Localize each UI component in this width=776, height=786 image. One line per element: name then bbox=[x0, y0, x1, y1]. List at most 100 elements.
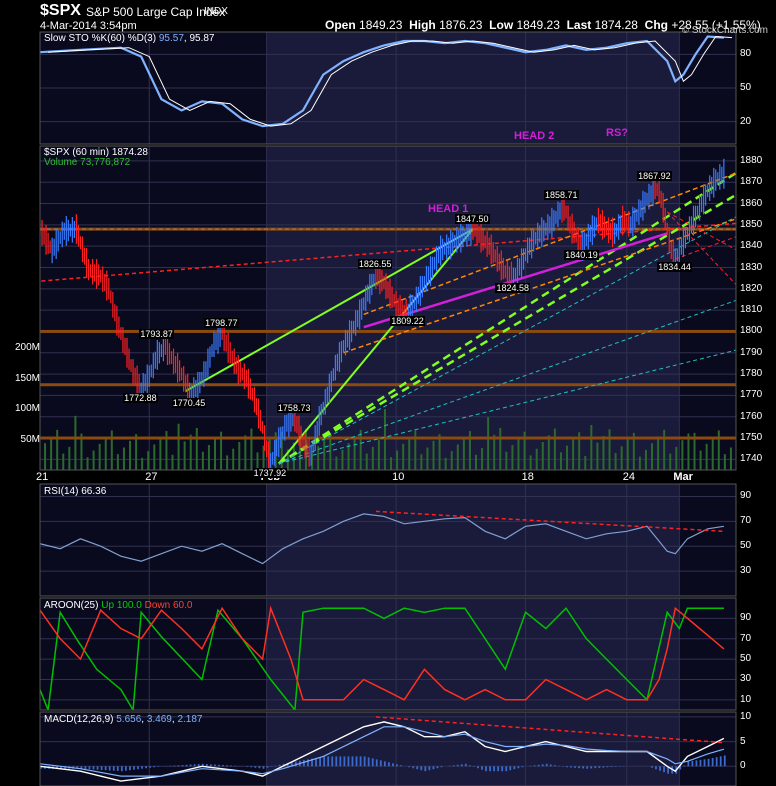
macd-hist-bar bbox=[388, 762, 390, 767]
volume-bar bbox=[608, 429, 611, 470]
macd-hist-bar bbox=[590, 766, 593, 769]
rsi-tick-30: 30 bbox=[740, 565, 752, 577]
macd-hist-bar bbox=[189, 764, 192, 767]
support-band bbox=[40, 436, 736, 440]
orange-channel-upper bbox=[363, 172, 736, 316]
macd-hist-bar bbox=[723, 755, 726, 767]
volume-bar bbox=[420, 454, 423, 470]
macd-hist-bar bbox=[517, 766, 520, 769]
volume-bar bbox=[584, 456, 587, 470]
cyan-fan-1 bbox=[278, 216, 736, 465]
macd-hist-bar bbox=[226, 765, 228, 767]
macd-hist-bar bbox=[428, 766, 431, 771]
price-callout-5: 1758.73 bbox=[276, 403, 312, 414]
aroon-panel-border bbox=[39, 597, 737, 711]
macd-hist-bar bbox=[331, 756, 334, 767]
cyan-fan-3 bbox=[278, 349, 736, 465]
volume-bar bbox=[511, 445, 514, 470]
macd-divergence-line bbox=[375, 716, 724, 744]
volume-bar bbox=[493, 434, 496, 470]
macd-hist-bar bbox=[218, 764, 220, 767]
price-callout-11: 1840.19 bbox=[564, 249, 599, 260]
macd-hist-bar bbox=[104, 766, 107, 771]
volume-bar bbox=[547, 435, 550, 470]
aroon-tick-10: 10 bbox=[740, 693, 752, 705]
macd-hist-bar bbox=[432, 766, 435, 770]
price-tick-1860: 1860 bbox=[740, 197, 763, 209]
macd-hist-bar bbox=[452, 765, 455, 767]
volume-bar bbox=[614, 452, 617, 470]
macd-hist-bar bbox=[214, 764, 216, 767]
chg-label: Chg bbox=[644, 18, 668, 32]
volume-bar bbox=[195, 428, 198, 470]
macd-hist-bar bbox=[60, 766, 63, 769]
volume-bar bbox=[305, 429, 308, 470]
volume-bar bbox=[135, 434, 138, 470]
volume-bar bbox=[62, 453, 65, 470]
macd-hist-bar bbox=[153, 766, 156, 768]
x-tick-10: 10 bbox=[392, 471, 405, 483]
green-trendline-2 bbox=[277, 228, 474, 465]
quote-strip: Open 1849.23 High 1876.23 Low 1849.23 La… bbox=[325, 18, 761, 32]
volume-bar bbox=[711, 437, 714, 470]
volume-bar bbox=[214, 438, 216, 470]
macd-hist-bar bbox=[505, 766, 508, 772]
macd-hist-bar bbox=[64, 766, 67, 769]
macd-value-1: 5.656 bbox=[116, 714, 142, 725]
sto-value-2: 95.87 bbox=[189, 33, 215, 44]
macd-hist-bar bbox=[468, 765, 471, 767]
volume-bar bbox=[220, 431, 223, 470]
aroon-tick-50: 50 bbox=[740, 653, 752, 665]
macd-hist-bar bbox=[501, 766, 504, 772]
volume-bar bbox=[56, 429, 59, 470]
macd-hist-bar bbox=[359, 756, 362, 767]
volume-bar bbox=[572, 438, 575, 470]
macd-hist-bar bbox=[112, 766, 115, 771]
macd-hist-bar bbox=[582, 766, 585, 769]
macd-tick-5: 5 bbox=[740, 735, 746, 747]
macd-hist-bar bbox=[614, 766, 617, 767]
volume-bar bbox=[402, 443, 405, 470]
volume-bar bbox=[663, 429, 666, 470]
price-callout-10: 1858.71 bbox=[544, 190, 579, 201]
macd-hist-bar bbox=[578, 766, 580, 769]
head1-annotation: HEAD 1 bbox=[428, 203, 469, 215]
macd-hist-bar bbox=[570, 766, 572, 768]
rs-annotation: RS? bbox=[606, 127, 628, 139]
macd-hist-bar bbox=[133, 766, 135, 770]
macd-hist-bar bbox=[116, 766, 119, 771]
volume-bar bbox=[390, 457, 393, 470]
macd-hist-bar bbox=[250, 766, 253, 768]
volume-bar bbox=[414, 430, 417, 470]
price-callout-13: 1834.44 bbox=[657, 262, 692, 273]
green-channel-upper bbox=[278, 171, 736, 465]
macd-tick-0: 0 bbox=[740, 760, 746, 772]
macd-hist-bar bbox=[88, 766, 91, 770]
volume-bar bbox=[274, 432, 277, 470]
macd-hist-bar bbox=[173, 765, 176, 767]
macd-hist-bar bbox=[679, 766, 682, 770]
volume-bar bbox=[426, 447, 429, 470]
volume-legend: Volume 73,776,872 bbox=[44, 157, 130, 168]
volume-bar bbox=[657, 436, 660, 470]
volume-bar bbox=[626, 439, 629, 470]
volume-bar bbox=[699, 450, 702, 470]
volume-bar bbox=[147, 451, 150, 470]
macd-hist-bar bbox=[574, 766, 576, 768]
aroon-down-label: Down bbox=[144, 600, 171, 611]
rsi-tick-90: 90 bbox=[740, 490, 752, 502]
volume-bar bbox=[523, 431, 526, 470]
volume-bar bbox=[177, 423, 180, 470]
sto-tick-80: 80 bbox=[740, 48, 752, 60]
volume-bar bbox=[207, 445, 210, 470]
volume-bar bbox=[675, 446, 678, 470]
volume-bar bbox=[444, 457, 447, 470]
volume-bar bbox=[450, 451, 453, 470]
high-value: 1876.23 bbox=[439, 18, 483, 32]
price-callout-1: 1793.87 bbox=[139, 328, 174, 339]
price-tick-1870: 1870 bbox=[740, 176, 763, 188]
volume-bar bbox=[377, 440, 380, 470]
macd-hist-bar bbox=[323, 756, 326, 767]
rsi-legend: RSI(14) 66.36 bbox=[44, 486, 106, 497]
chg-value: +28.55 (+1.55%) bbox=[671, 18, 761, 32]
